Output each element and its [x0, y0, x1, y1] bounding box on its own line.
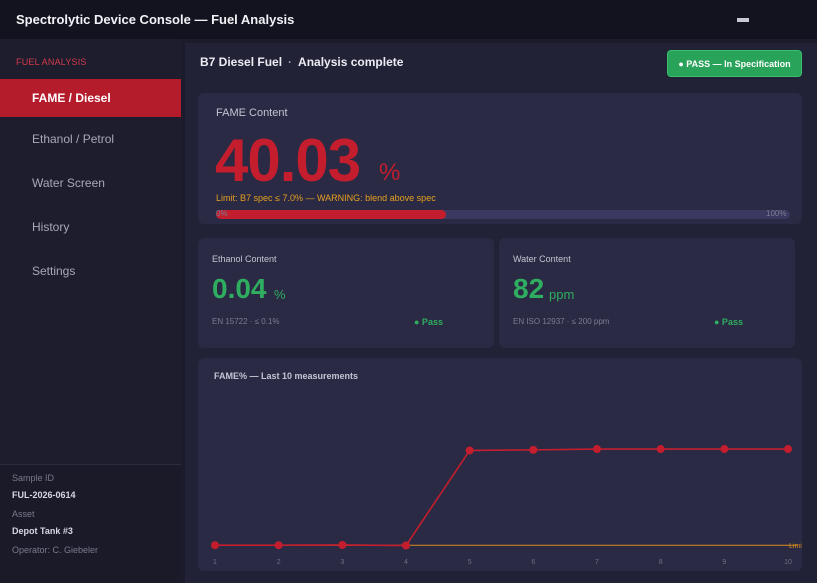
operator-text: Operator: C. Giebeler: [12, 545, 99, 555]
data-point: [465, 446, 474, 455]
fame-unit: %: [379, 159, 401, 186]
analysis-status: Analysis complete: [298, 55, 404, 69]
x-tick-label: 2: [277, 559, 281, 566]
sidebar-item-label: Settings: [32, 264, 76, 278]
fame-history-chart-card: FAME% — Last 10 measurements Limit 1 2 3 4 5 6…: [198, 358, 802, 571]
analysis-header: B7 Diesel Fuel · Analysis complete: [185, 43, 817, 81]
water-status: ● Pass: [714, 317, 743, 327]
minimize-icon[interactable]: [737, 18, 749, 22]
data-point: [784, 445, 792, 454]
asset-value: Depot Tank #3: [12, 526, 73, 536]
x-tick-label: 5: [468, 559, 472, 566]
sidebar-item-settings[interactable]: Settings: [0, 252, 181, 290]
data-point: [211, 541, 219, 550]
sidebar: FUEL ANALYSIS FAME / Diesel Ethanol / Pe…: [0, 39, 181, 583]
fame-progress-bar: [216, 210, 790, 219]
sidebar-item-ethanol-petrol[interactable]: Ethanol / Petrol: [0, 120, 181, 158]
ethanol-content-card: Ethanol Content 0.04 % EN 15722 · ≤ 0.1%…: [198, 238, 494, 348]
data-point: [402, 541, 410, 550]
sidebar-item-history[interactable]: History: [0, 208, 181, 246]
x-tick-label: 6: [531, 559, 535, 566]
chart-title: FAME% — Last 10 measurements: [214, 371, 359, 381]
x-tick-label: 1: [213, 559, 217, 566]
fame-content-card: FAME Content 40.03 % Limit: B7 spec ≤ 7.…: [198, 93, 802, 224]
water-unit: ppm: [549, 287, 575, 302]
fame-history-chart: Limit 1 2 3 4 5 6 7 8 9 10: [211, 445, 802, 566]
water-value: 82: [513, 273, 545, 304]
window-title: Spectrolytic Device Console — Fuel Analy…: [16, 12, 295, 27]
x-tick-label: 4: [404, 559, 408, 566]
fuel-type: B7 Diesel Fuel: [200, 55, 283, 69]
x-tick-label: 8: [659, 559, 663, 566]
title-bar: Spectrolytic Device Console — Fuel Analy…: [0, 0, 817, 39]
ethanol-standard: EN 15722 · ≤ 0.1%: [212, 317, 280, 326]
sidebar-section-label: FUEL ANALYSIS: [16, 57, 87, 67]
x-tick-label: 9: [722, 559, 726, 566]
pass-status-badge: ● PASS — In Specification: [667, 50, 802, 77]
header-separator: ·: [288, 55, 293, 69]
sidebar-item-label: FAME / Diesel: [32, 91, 111, 105]
main-panel: B7 Diesel Fuel · Analysis complete ● PAS…: [185, 43, 817, 583]
water-standard: EN ISO 12937 · ≤ 200 ppm: [513, 317, 610, 326]
progress-min-label: 0%: [216, 209, 228, 218]
data-point: [274, 541, 283, 550]
sample-info-panel: Sample ID FUL-2026-0614 Asset Depot Tank…: [0, 464, 181, 583]
x-tick-label: 10: [784, 559, 792, 566]
data-point: [656, 445, 665, 454]
water-content-card: Water Content 82 ppm EN ISO 12937 · ≤ 20…: [499, 238, 795, 348]
progress-max-label: 100%: [766, 209, 787, 218]
fame-progress-fill: [216, 210, 446, 219]
series-line: [215, 448, 788, 547]
ethanol-value: 0.04: [212, 273, 267, 304]
sidebar-item-label: Ethanol / Petrol: [32, 132, 115, 146]
fame-limit-warning: Limit: B7 spec ≤ 7.0% — WARNING: blend a…: [216, 193, 436, 203]
x-tick-label: 7: [595, 559, 599, 566]
ethanol-unit: %: [274, 287, 286, 302]
fame-card-title: FAME Content: [216, 107, 288, 119]
asset-label: Asset: [12, 509, 35, 519]
data-point: [593, 445, 601, 454]
data-point: [720, 445, 729, 454]
sample-id-value: FUL-2026-0614: [12, 490, 76, 500]
ethanol-status: ● Pass: [414, 317, 443, 327]
data-point: [529, 445, 538, 454]
limit-label: Limit: [789, 543, 802, 550]
sidebar-item-label: Water Screen: [32, 176, 105, 190]
sidebar-item-fame-diesel[interactable]: FAME / Diesel: [0, 79, 181, 117]
x-tick-label: 3: [340, 559, 344, 566]
fame-value: 40.03: [215, 127, 361, 194]
sidebar-item-label: History: [32, 220, 70, 234]
data-point: [338, 540, 347, 549]
sidebar-item-water-screen[interactable]: Water Screen: [0, 164, 181, 202]
water-card-title: Water Content: [513, 254, 571, 264]
sample-id-label: Sample ID: [12, 473, 55, 483]
ethanol-card-title: Ethanol Content: [212, 254, 277, 264]
